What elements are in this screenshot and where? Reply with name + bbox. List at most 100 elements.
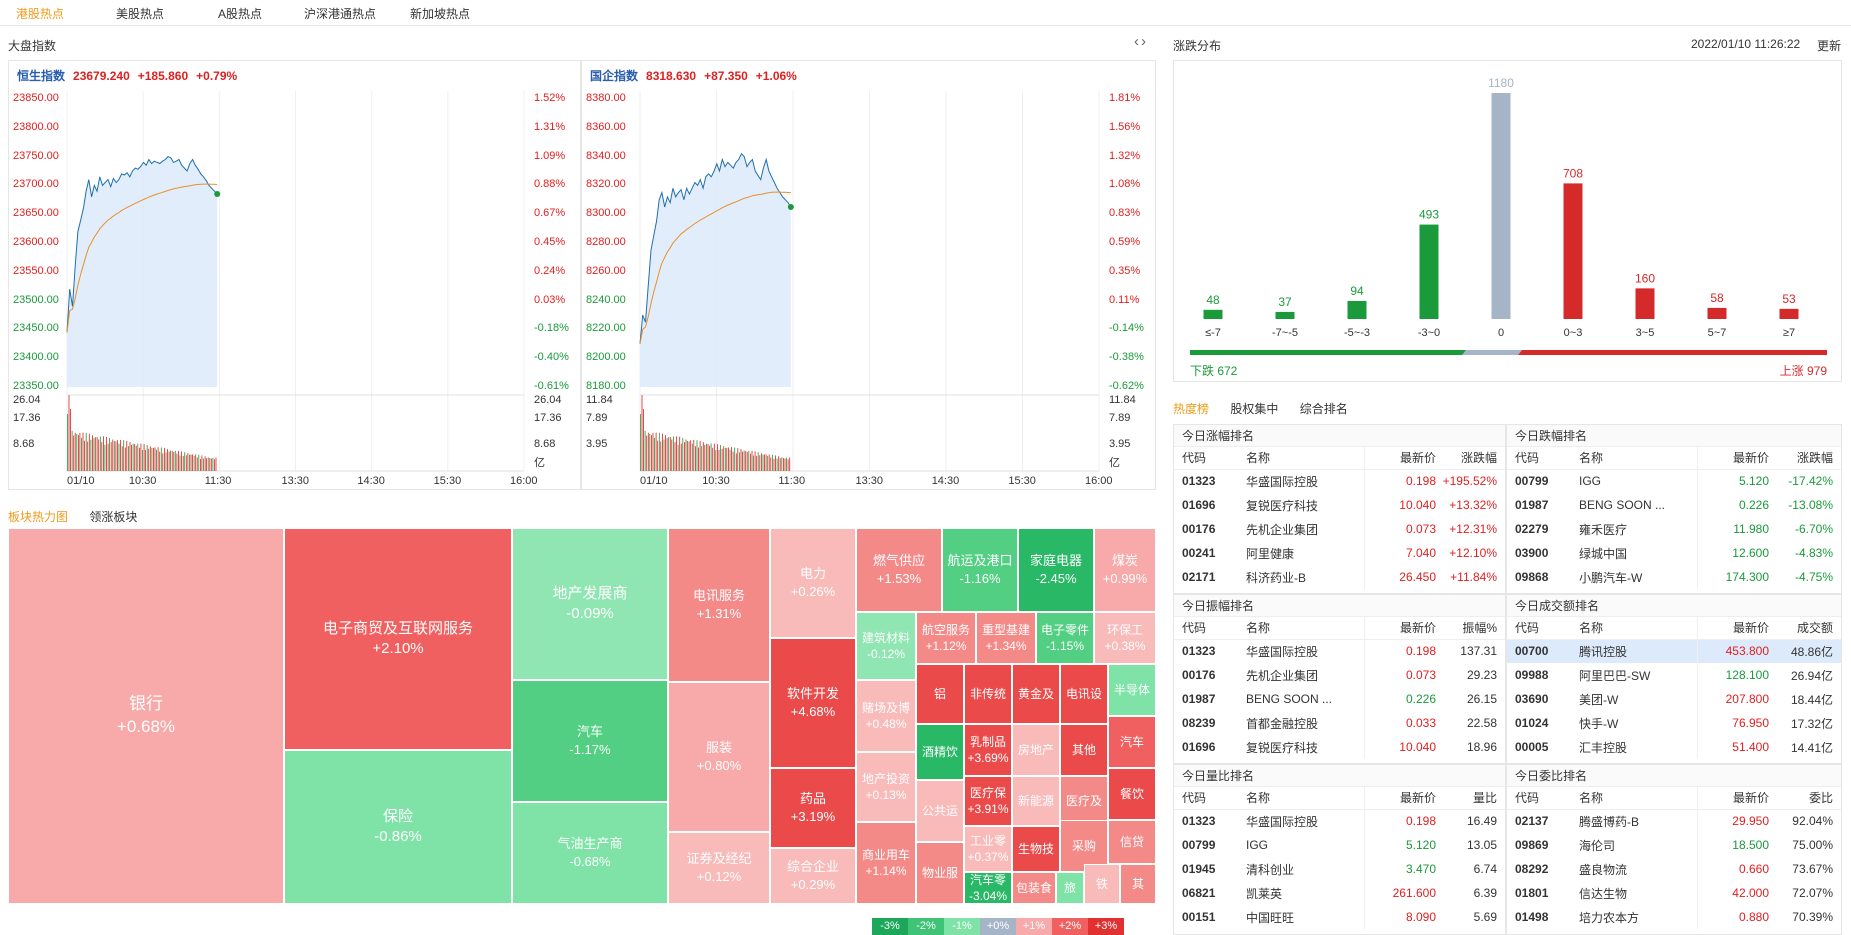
tab-sg-hot[interactable]: 新加坡热点 xyxy=(410,7,471,21)
tab-connect-hot[interactable]: 沪深港通热点 xyxy=(304,7,377,21)
table-row[interactable]: 00700 腾讯控股 453.800 48.86亿 xyxy=(1507,639,1841,663)
table-row[interactable]: 01323 华盛国际控股 0.198 137.31 xyxy=(1174,639,1505,663)
column-header[interactable]: 最新价 xyxy=(1364,447,1436,470)
table-row[interactable]: 01945 清科创业 3.470 6.74 xyxy=(1174,857,1505,881)
table-row[interactable]: 02279 雍禾医疗 11.980 -6.70% xyxy=(1507,517,1841,541)
tab-sector-heatmap[interactable]: 板块热力图 xyxy=(8,510,69,524)
table-row[interactable]: 00176 先机企业集团 0.073 29.23 xyxy=(1174,663,1505,687)
sector-cell[interactable]: 电子商贸及互联网服务 +2.10% xyxy=(284,528,512,750)
column-header[interactable]: 名称 xyxy=(1579,787,1698,810)
tab-heat-rank[interactable]: 热度榜 xyxy=(1173,402,1210,416)
sector-cell[interactable]: 保险 -0.86% xyxy=(284,750,512,904)
table-row[interactable]: 09868 小鹏汽车-W 174.300 -4.75% xyxy=(1507,565,1841,589)
table-row[interactable]: 01801 信达生物 42.000 72.07% xyxy=(1507,881,1841,905)
sector-cell[interactable]: 旅 xyxy=(1056,872,1084,904)
sector-cell[interactable]: 地产发展商 -0.09% xyxy=(512,528,668,680)
column-header[interactable]: 量比 xyxy=(1436,787,1505,810)
table-row[interactable]: 00176 先机企业集团 0.073 +12.31% xyxy=(1174,517,1505,541)
column-header[interactable]: 振幅% xyxy=(1436,617,1505,640)
table-row[interactable]: 01987 BENG SOON ... 0.226 26.15 xyxy=(1174,687,1505,711)
column-header[interactable]: 最新价 xyxy=(1697,617,1769,640)
sector-cell[interactable]: 采购 xyxy=(1060,820,1108,872)
column-header[interactable]: 涨跌幅 xyxy=(1436,447,1505,470)
column-header[interactable]: 涨跌幅 xyxy=(1769,447,1841,470)
tab-overall-rank[interactable]: 综合排名 xyxy=(1299,402,1348,416)
prev-icon[interactable]: ‹ xyxy=(1134,33,1141,50)
sector-cell[interactable]: 航空服务 +1.12% xyxy=(916,612,976,664)
prev-next-arrows[interactable]: ‹› xyxy=(1134,33,1148,50)
table-row[interactable]: 03690 美团-W 207.800 18.44亿 xyxy=(1507,687,1841,711)
table-row[interactable]: 03900 绿城中国 12.600 -4.83% xyxy=(1507,541,1841,565)
sector-cell[interactable]: 药品 +3.19% xyxy=(770,768,856,848)
sector-cell[interactable]: 航运及港口 -1.16% xyxy=(942,528,1018,612)
table-row[interactable]: 09988 阿里巴巴-SW 128.100 26.94亿 xyxy=(1507,663,1841,687)
sector-cell[interactable]: 生物技 xyxy=(1012,826,1060,872)
refresh-button[interactable]: 更新 xyxy=(1817,39,1842,53)
table-row[interactable]: 02171 科济药业-B 26.450 +11.84% xyxy=(1174,565,1505,589)
table-row[interactable]: 01323 华盛国际控股 0.198 16.49 xyxy=(1174,809,1505,833)
column-header[interactable]: 最新价 xyxy=(1364,617,1436,640)
column-header[interactable]: 代码 xyxy=(1174,787,1246,810)
sector-cell[interactable]: 非传统 xyxy=(964,664,1012,724)
tab-hk-hot[interactable]: 港股热点 xyxy=(16,7,65,21)
column-header[interactable]: 名称 xyxy=(1246,617,1365,640)
sector-cell[interactable]: 铁 xyxy=(1084,864,1120,904)
sector-cell[interactable]: 包装食 xyxy=(1012,872,1056,904)
sector-cell[interactable]: 重型基建 +1.34% xyxy=(976,612,1036,664)
sector-cell[interactable]: 煤炭 +0.99% xyxy=(1094,528,1156,612)
sector-cell[interactable]: 半导体 xyxy=(1108,664,1156,716)
table-row[interactable]: 01987 BENG SOON ... 0.226 -13.08% xyxy=(1507,493,1841,517)
column-header[interactable]: 委比 xyxy=(1769,787,1841,810)
sector-cell[interactable]: 商业用车 +1.14% xyxy=(856,822,916,904)
table-row[interactable]: 00799 IGG 5.120 13.05 xyxy=(1174,833,1505,857)
sector-cell[interactable]: 燃气供应 +1.53% xyxy=(856,528,942,612)
sector-cell[interactable]: 铝 xyxy=(916,664,964,724)
column-header[interactable]: 代码 xyxy=(1507,617,1579,640)
sector-cell[interactable]: 赌场及博 +0.48% xyxy=(856,680,916,752)
table-row[interactable]: 00005 汇丰控股 51.400 14.41亿 xyxy=(1507,735,1841,759)
sector-cell[interactable]: 其 xyxy=(1120,864,1156,904)
sector-cell[interactable]: 汽车 xyxy=(1108,716,1156,768)
sector-cell[interactable]: 汽车 -1.17% xyxy=(512,680,668,802)
table-row[interactable]: 09869 海伦司 18.500 75.00% xyxy=(1507,833,1841,857)
sector-cell[interactable]: 服装 +0.80% xyxy=(668,682,770,832)
tab-a-hot[interactable]: A股热点 xyxy=(218,7,263,21)
sector-cell[interactable]: 黄金及 xyxy=(1012,664,1060,724)
table-row[interactable]: 00151 中国旺旺 8.090 5.69 xyxy=(1174,905,1505,929)
tab-equity-concentration[interactable]: 股权集中 xyxy=(1230,402,1279,416)
sector-cell[interactable]: 工业零 +0.37% xyxy=(964,826,1012,872)
column-header[interactable]: 代码 xyxy=(1507,787,1579,810)
sector-cell[interactable]: 其他 xyxy=(1060,724,1108,776)
table-row[interactable]: 00241 阿里健康 7.040 +12.10% xyxy=(1174,541,1505,565)
table-row[interactable]: 08292 盛良物流 0.660 73.67% xyxy=(1507,857,1841,881)
column-header[interactable]: 名称 xyxy=(1579,447,1698,470)
tab-us-hot[interactable]: 美股热点 xyxy=(116,7,165,21)
sector-cell[interactable]: 新能源 xyxy=(1012,776,1060,826)
sector-cell[interactable]: 物业服 xyxy=(916,842,964,904)
table-row[interactable]: 01323 华盛国际控股 0.198 +195.52% xyxy=(1174,469,1505,493)
sector-cell[interactable]: 电力 +0.26% xyxy=(770,528,856,638)
column-header[interactable]: 名称 xyxy=(1246,447,1365,470)
sector-cell[interactable]: 气油生产商 -0.68% xyxy=(512,802,668,904)
sector-cell[interactable]: 电讯服务 +1.31% xyxy=(668,528,770,682)
column-header[interactable]: 代码 xyxy=(1507,447,1579,470)
column-header[interactable]: 最新价 xyxy=(1697,447,1769,470)
column-header[interactable]: 代码 xyxy=(1174,447,1246,470)
column-header[interactable]: 最新价 xyxy=(1364,787,1436,810)
table-row[interactable]: 01498 培力农本方 0.880 70.39% xyxy=(1507,905,1841,929)
sector-cell[interactable]: 公共运 xyxy=(916,780,964,842)
sector-cell[interactable]: 餐饮 xyxy=(1108,768,1156,820)
index-name[interactable]: 国企指数 xyxy=(590,69,639,83)
sector-cell[interactable]: 银行 +0.68% xyxy=(8,528,284,904)
sector-cell[interactable]: 信贷 xyxy=(1108,820,1156,864)
table-row[interactable]: 01696 复锐医疗科技 10.040 +13.32% xyxy=(1174,493,1505,517)
table-row[interactable]: 01024 快手-W 76.950 17.32亿 xyxy=(1507,711,1841,735)
sector-cell[interactable]: 电子零件 -1.15% xyxy=(1036,612,1094,664)
column-header[interactable]: 代码 xyxy=(1174,617,1246,640)
sector-cell[interactable]: 医疗及 xyxy=(1060,776,1108,826)
column-header[interactable]: 成交额 xyxy=(1769,617,1841,640)
column-header[interactable]: 名称 xyxy=(1579,617,1698,640)
column-header[interactable]: 名称 xyxy=(1246,787,1365,810)
sector-cell[interactable]: 乳制品 +3.69% xyxy=(964,724,1012,776)
table-row[interactable]: 00799 IGG 5.120 -17.42% xyxy=(1507,469,1841,493)
